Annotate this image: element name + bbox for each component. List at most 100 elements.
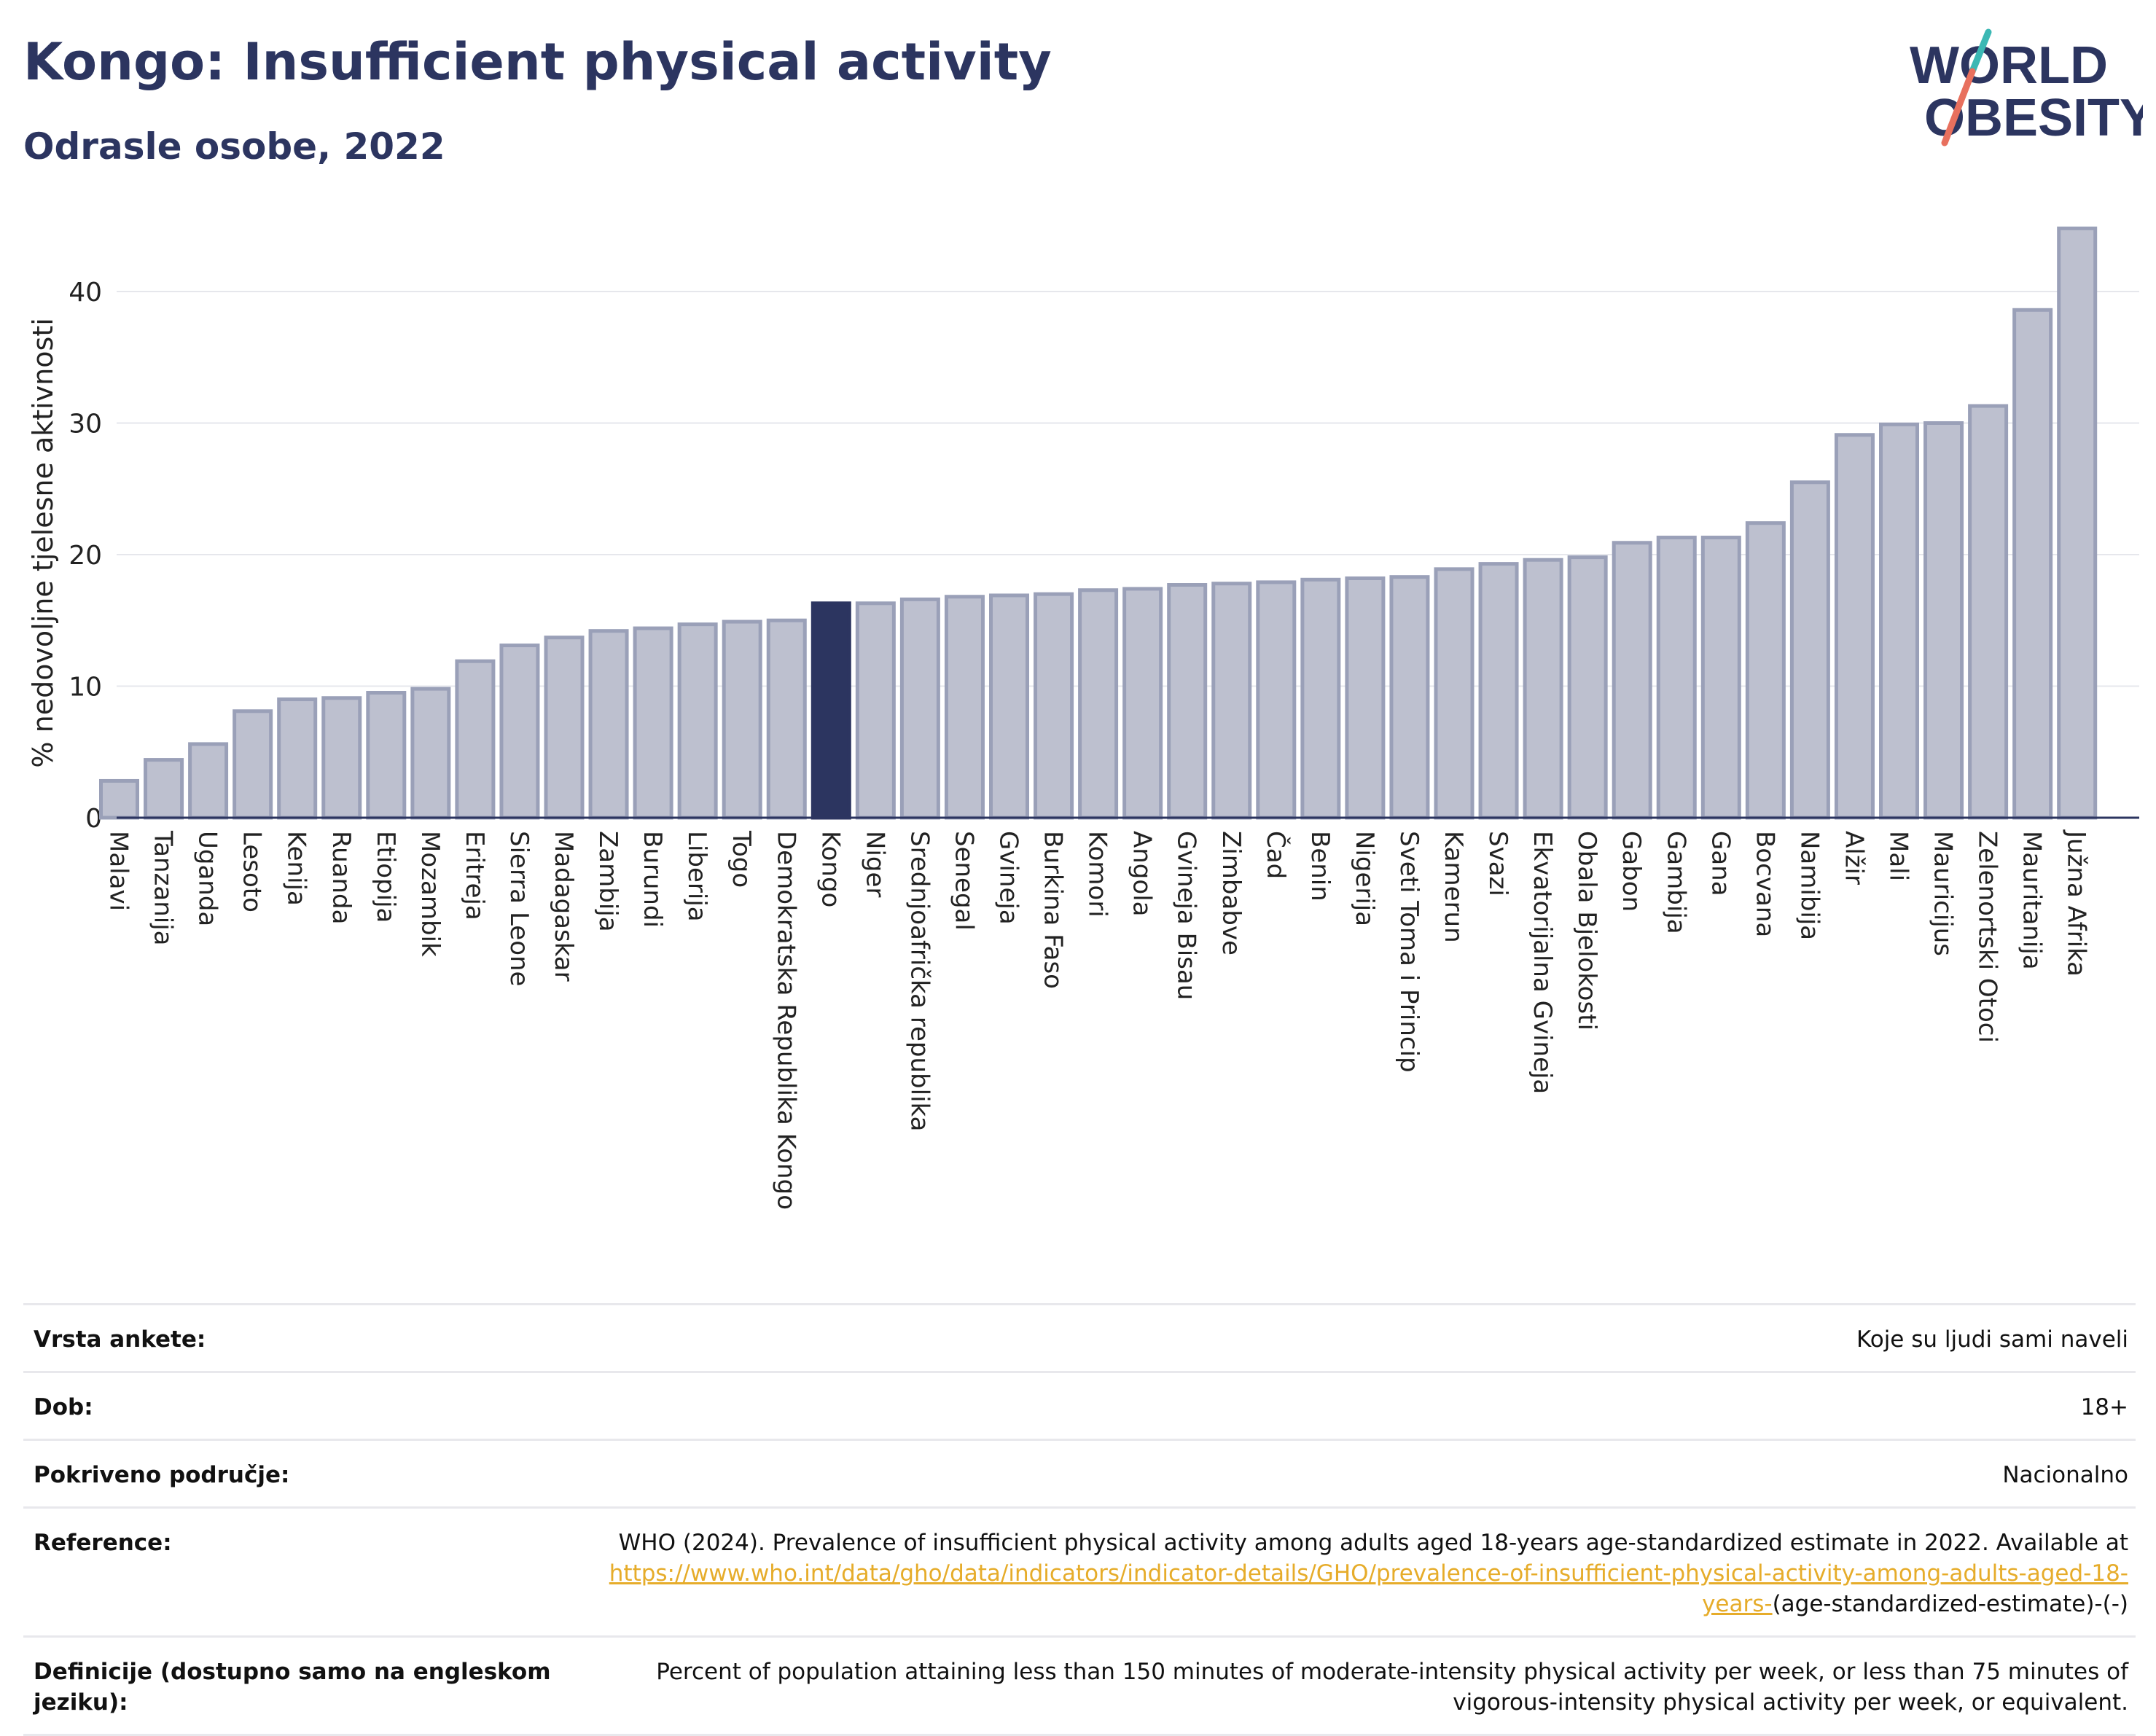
- x-tick-label: Gana: [1706, 831, 1735, 896]
- x-tick-label: Gvineja: [994, 831, 1023, 925]
- y-axis-label: % nedovoljne tjelesne aktivnosti: [27, 318, 59, 767]
- x-tick-label: Madagaskar: [549, 831, 578, 982]
- coverage-value: Nacionalno: [566, 1439, 2136, 1508]
- x-tick-label: Liberija: [682, 831, 711, 922]
- x-tick-label: Mauricijus: [1929, 831, 1958, 956]
- chart-title: Kongo: Insufficient physical activity: [23, 32, 1052, 92]
- bar-Togo: [722, 619, 762, 820]
- bar-Senegal: [944, 595, 985, 820]
- y-tick-label: 30: [69, 410, 102, 439]
- meta-row-coverage: Pokriveno područje: Nacionalno: [23, 1439, 2136, 1508]
- reference-tail: (age-standardized-estimate)-(-): [1772, 1591, 2128, 1617]
- survey-type-value: Koje su ljudi sami naveli: [566, 1303, 2136, 1372]
- y-tick-label: 20: [69, 541, 102, 571]
- x-tick-label: Niger: [860, 831, 889, 897]
- x-tick-label: Svazi: [1483, 831, 1512, 896]
- age-value: 18+: [566, 1371, 2136, 1440]
- x-tick-label: Angola: [1128, 831, 1157, 916]
- survey-type-label: Vrsta ankete:: [23, 1303, 566, 1372]
- reference-text: WHO (2024). Prevalence of insufficient p…: [618, 1530, 2128, 1556]
- x-tick-label: Obala Bjelokosti: [1572, 831, 1601, 1031]
- x-tick-label: Mozambik: [415, 831, 445, 957]
- age-label: Dob:: [23, 1371, 566, 1440]
- bar-Uganda: [188, 742, 229, 820]
- x-tick-label: Togo: [727, 830, 756, 888]
- x-tick-label: Zambija: [593, 831, 622, 932]
- bar-Burkina Faso: [1034, 592, 1074, 820]
- metadata-table: Vrsta ankete: Koje su ljudi sami naveli …: [23, 1303, 2136, 1736]
- meta-row-reference: Reference: WHO (2024). Prevalence of ins…: [23, 1506, 2136, 1637]
- world-obesity-logo: WORLD OBESITY: [1910, 28, 2143, 147]
- x-tick-label: Senegal: [949, 831, 978, 931]
- x-tick-label: Mauritanija: [2018, 831, 2047, 970]
- bar-Svazi: [1478, 562, 1519, 820]
- y-tick-label: 10: [69, 673, 102, 703]
- bar-Etiopija: [366, 691, 407, 820]
- x-tick-label: Kenija: [282, 831, 311, 906]
- y-tick-label: 40: [69, 278, 102, 308]
- bar-Gabon: [1612, 541, 1652, 820]
- x-tick-label: Gabon: [1617, 831, 1646, 912]
- bar-Kamerun: [1434, 567, 1475, 820]
- y-axis-ticks: 0 10 20 30 40: [69, 278, 102, 834]
- bar-Liberija: [677, 622, 718, 820]
- bar-Ruanda: [321, 696, 362, 820]
- bar-Obala Bjelokosti: [1567, 555, 1608, 820]
- x-tick-label: Južna Afrika: [2062, 829, 2091, 977]
- reference-link[interactable]: https://www.who.int/data/gho/data/indica…: [609, 1560, 2128, 1617]
- bar-Ekvatorijalna Gvineja: [1523, 558, 1563, 820]
- y-tick-label: 0: [85, 804, 102, 834]
- bar-Zimbabve: [1211, 582, 1252, 820]
- bar-Južna Afrika: [2057, 226, 2098, 820]
- x-tick-label: Čad: [1261, 831, 1291, 879]
- bar-chart: 0 10 20 30 40 Malavi Tanzanija Uganda Lesoto Ken…: [27, 226, 2139, 1210]
- meta-row-age: Dob: 18+: [23, 1371, 2136, 1440]
- x-tick-label: Gvineja Bisau: [1172, 831, 1201, 1000]
- x-tick-label: Etiopija: [371, 831, 400, 923]
- bar-Komori: [1078, 588, 1119, 820]
- x-tick-label: Sveti Toma i Princip: [1394, 831, 1423, 1073]
- bar-Lesoto: [233, 709, 273, 820]
- meta-row-survey: Vrsta ankete: Koje su ljudi sami naveli: [23, 1303, 2136, 1372]
- bar-Sveti Toma i Princip: [1389, 575, 1430, 820]
- bar-Nigerija: [1345, 576, 1386, 820]
- bar-Sierra Leone: [499, 644, 540, 820]
- reference-value: WHO (2024). Prevalence of insufficient p…: [566, 1506, 2136, 1637]
- bar-Niger: [855, 601, 896, 820]
- x-axis-labels: Malavi Tanzanija Uganda Lesoto Kenija Ruanda E…: [104, 829, 2091, 1210]
- x-tick-label: Benin: [1305, 831, 1335, 902]
- x-tick-label: Bocvana: [1750, 831, 1779, 937]
- bar-Zelenortski Otoci: [1968, 404, 2009, 820]
- x-tick-label: Gambija: [1661, 831, 1690, 934]
- bar-Mali: [1879, 422, 1919, 820]
- bar-Gvineja: [989, 593, 1029, 820]
- bar-Namibija: [1789, 480, 1830, 820]
- x-tick-label: Demokratska Republika Kongo: [771, 831, 800, 1210]
- x-tick-label: Ekvatorijalna Gvineja: [1528, 831, 1557, 1094]
- bar-Mauricijus: [1923, 421, 1964, 820]
- x-tick-label: Mali: [1884, 831, 1913, 881]
- x-tick-label: Uganda: [193, 831, 222, 926]
- reference-label: Reference:: [23, 1506, 566, 1637]
- logo-slash-coral: [1941, 68, 1976, 146]
- bar-Čad: [1256, 580, 1297, 820]
- bar-Tanzanija: [144, 758, 184, 820]
- chart-subtitle: Odrasle osobe, 2022: [23, 125, 445, 168]
- bar-Gana: [1700, 536, 1741, 820]
- x-tick-label: Komori: [1083, 831, 1112, 918]
- x-tick-label: Namibija: [1794, 831, 1824, 940]
- x-tick-label: Malavi: [104, 831, 133, 911]
- x-tick-label: Lesoto: [238, 831, 267, 912]
- x-tick-label: Zelenortski Otoci: [1973, 831, 2002, 1043]
- bar-Angola: [1122, 587, 1163, 820]
- bar-Kongo: [811, 601, 851, 820]
- x-tick-label: Burundi: [638, 831, 667, 928]
- x-tick-label: Alžir: [1839, 831, 1868, 885]
- bar-Malavi: [99, 778, 139, 820]
- x-tick-label: Kamerun: [1439, 831, 1468, 943]
- bar-Zambija: [588, 629, 629, 820]
- bar-Mauritanija: [2012, 308, 2053, 820]
- bar-Gvineja Bisau: [1167, 583, 1208, 820]
- definition-value: Percent of population attaining less tha…: [566, 1635, 2136, 1736]
- bar-Mozambik: [410, 687, 451, 820]
